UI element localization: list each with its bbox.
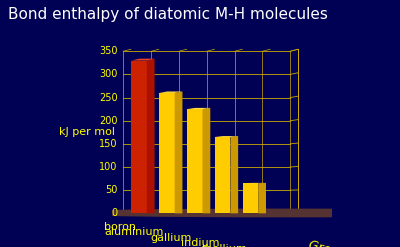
Polygon shape (147, 59, 155, 213)
Text: 50: 50 (105, 185, 118, 195)
Polygon shape (202, 108, 210, 213)
Text: indium: indium (181, 238, 219, 247)
Polygon shape (215, 136, 238, 137)
Text: boron: boron (104, 222, 136, 232)
Polygon shape (258, 183, 266, 213)
Polygon shape (132, 61, 147, 213)
Text: 0: 0 (112, 208, 118, 218)
Polygon shape (215, 137, 230, 213)
Polygon shape (187, 108, 210, 109)
Polygon shape (159, 91, 182, 93)
Text: 100: 100 (99, 162, 118, 172)
Text: 250: 250 (99, 93, 118, 103)
Polygon shape (123, 211, 298, 216)
Text: kJ per mol: kJ per mol (59, 127, 115, 137)
Text: 200: 200 (99, 116, 118, 126)
Text: 150: 150 (99, 139, 118, 149)
Text: aluminium: aluminium (104, 227, 164, 237)
Text: thallium: thallium (201, 244, 247, 247)
Text: 350: 350 (99, 46, 118, 56)
Circle shape (60, 209, 400, 217)
Text: 300: 300 (99, 69, 118, 79)
Polygon shape (230, 136, 238, 213)
Polygon shape (175, 91, 182, 213)
Text: Group 13: Group 13 (307, 239, 366, 247)
Text: gallium: gallium (150, 233, 191, 243)
Polygon shape (132, 59, 155, 61)
Polygon shape (187, 109, 202, 213)
Polygon shape (159, 93, 175, 213)
Polygon shape (243, 183, 258, 213)
Text: Bond enthalpy of diatomic M-H molecules: Bond enthalpy of diatomic M-H molecules (8, 7, 328, 22)
